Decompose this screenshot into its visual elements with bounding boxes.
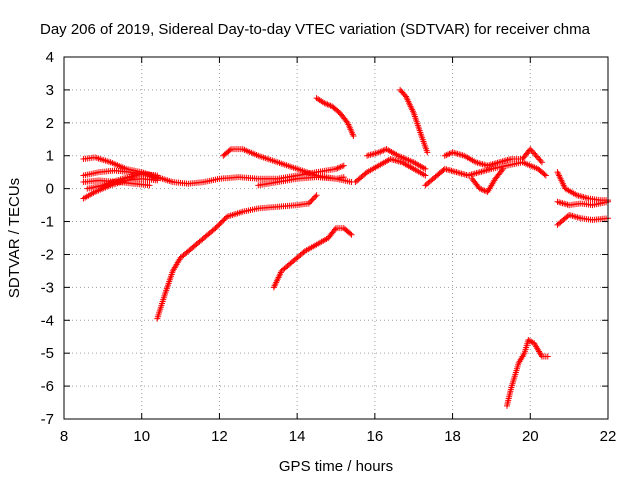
series-arc-18	[554, 169, 611, 204]
data-point	[217, 220, 224, 227]
data-point	[216, 221, 223, 228]
data-point	[538, 159, 545, 166]
y-tick-label: -2	[41, 246, 54, 263]
data-point	[498, 167, 505, 174]
x-tick-label: 22	[600, 428, 617, 445]
data-point	[308, 197, 315, 204]
data-point	[500, 165, 507, 172]
x-tick-label: 12	[211, 428, 228, 445]
data-point	[343, 118, 350, 125]
y-tick-label: 3	[46, 82, 54, 99]
data-point	[313, 192, 320, 199]
x-tick-label: 8	[60, 428, 68, 445]
y-tick-label: -5	[41, 345, 54, 362]
data-point	[215, 222, 222, 229]
data-point	[544, 353, 551, 360]
series-arc-19	[554, 211, 611, 228]
data-point	[219, 218, 226, 225]
series-arc-10	[270, 225, 355, 291]
data-point	[537, 157, 544, 164]
y-tick-label: -7	[41, 411, 54, 428]
data-point	[533, 153, 540, 160]
x-tick-label: 18	[444, 428, 461, 445]
data-point	[348, 231, 355, 238]
data-point	[222, 214, 229, 221]
data-point	[535, 154, 542, 161]
data-point	[347, 230, 354, 237]
x-axis-label: GPS time / hours	[279, 458, 393, 475]
data-point	[424, 149, 431, 156]
x-tick-label: 14	[289, 428, 306, 445]
data-point	[221, 216, 228, 223]
series-arc-8	[154, 192, 320, 322]
data-point	[536, 156, 543, 163]
y-tick-label: -1	[41, 214, 54, 231]
data-point	[305, 200, 312, 207]
y-tick-label: 4	[46, 49, 54, 66]
plot-frame	[63, 56, 609, 420]
data-point	[340, 162, 347, 169]
series-arc-13	[397, 86, 431, 156]
data-point	[300, 249, 307, 256]
data-point	[542, 172, 549, 179]
data-marks	[80, 86, 611, 409]
series-arc-15	[441, 146, 545, 169]
y-tick-label: -4	[41, 312, 54, 329]
series-arc-14	[422, 159, 549, 189]
series-arc-11	[352, 156, 429, 186]
data-point	[212, 225, 219, 232]
series-arc-12	[364, 146, 429, 172]
y-tick-label: 2	[46, 115, 54, 132]
y-tick-label: -3	[41, 279, 54, 296]
data-point	[422, 165, 429, 172]
data-point	[529, 149, 536, 156]
series-arc-5	[84, 170, 161, 192]
data-point	[226, 147, 233, 154]
grid	[64, 57, 608, 419]
series-arc-9	[313, 95, 357, 139]
y-tick-label: 0	[46, 181, 54, 198]
data-point	[310, 194, 317, 201]
y-axis-label: SDTVAR / TECUs	[6, 178, 23, 298]
y-tick-label: 1	[46, 148, 54, 165]
chart-title: Day 206 of 2019, Sidereal Day-to-day VTE…	[40, 21, 591, 38]
data-point	[331, 226, 338, 233]
data-point	[528, 147, 535, 154]
x-tick-label: 10	[133, 428, 150, 445]
data-point	[531, 150, 538, 157]
data-point	[541, 171, 548, 178]
x-tick-label: 16	[367, 428, 384, 445]
data-point	[307, 199, 314, 206]
data-point	[213, 223, 220, 230]
data-point	[532, 151, 539, 158]
data-point	[220, 217, 227, 224]
data-point	[340, 174, 347, 181]
data-point	[527, 146, 534, 153]
data-point	[362, 170, 369, 177]
series-arc-20	[554, 198, 611, 209]
y-tick-label: -6	[41, 378, 54, 395]
data-point	[312, 193, 319, 200]
data-point	[309, 196, 316, 203]
data-point	[350, 132, 357, 139]
series-arc-7	[255, 174, 347, 189]
data-point	[422, 172, 429, 179]
x-tick-label: 20	[522, 428, 539, 445]
series-arc-16	[469, 165, 507, 195]
data-point	[154, 172, 161, 179]
series-arc-17	[503, 337, 551, 409]
data-point	[146, 182, 153, 189]
data-point	[211, 226, 218, 233]
